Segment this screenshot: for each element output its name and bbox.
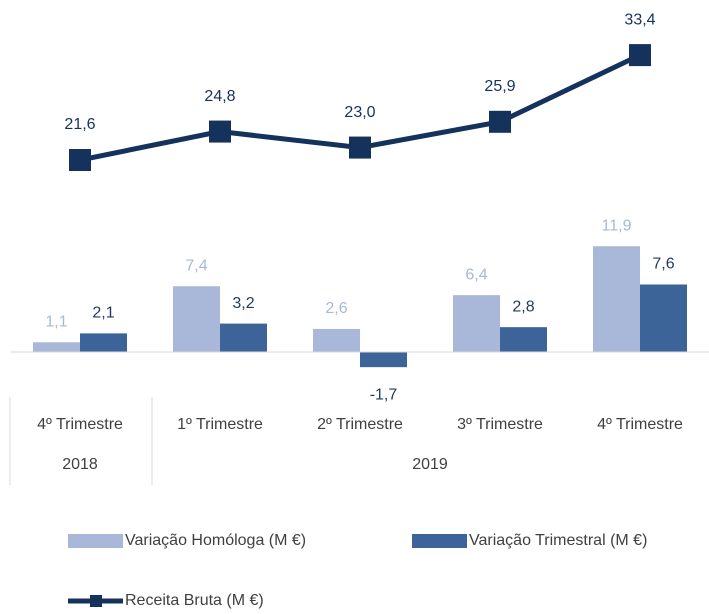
legend-swatch <box>90 595 102 607</box>
data-label: 25,9 <box>484 78 515 95</box>
data-label: 11,9 <box>602 217 632 234</box>
x-tick-label: 4º Trimestre <box>597 416 683 433</box>
bar <box>33 342 80 353</box>
data-label: 2,1 <box>92 305 114 322</box>
line-marker <box>349 136 371 159</box>
bar <box>80 333 127 353</box>
x-tick-label: 2º Trimestre <box>317 416 403 433</box>
legend-label: Receita Bruta (M €) <box>125 592 264 609</box>
bar <box>593 246 640 353</box>
data-label: 21,6 <box>64 116 95 133</box>
bar <box>640 284 687 353</box>
data-label: -1,7 <box>370 386 398 403</box>
data-label: 23,0 <box>344 104 375 121</box>
data-label: 2,8 <box>512 298 534 315</box>
group-label: 2018 <box>62 456 98 473</box>
line-marker <box>69 149 91 172</box>
data-label: 24,8 <box>204 88 235 105</box>
data-label: 3,2 <box>232 295 254 312</box>
data-label: 2,6 <box>325 300 347 317</box>
legend-label: Variação Trimestral (M €) <box>469 532 647 549</box>
bar <box>500 327 547 353</box>
bar <box>313 328 360 353</box>
data-label: 7,4 <box>185 257 207 274</box>
bar <box>220 323 267 353</box>
bar <box>173 286 220 353</box>
data-label: 6,4 <box>465 266 487 283</box>
data-label: 1,1 <box>45 313 67 330</box>
legend-label: Variação Homóloga (M €) <box>125 532 306 549</box>
x-tick-label: 3º Trimestre <box>457 416 543 433</box>
data-label: 33,4 <box>624 11 655 28</box>
data-label: 7,6 <box>652 256 674 273</box>
legend-swatch <box>68 534 123 548</box>
line-marker <box>209 120 231 143</box>
line-marker <box>489 110 511 133</box>
group-label: 2019 <box>412 456 448 473</box>
line-marker <box>629 44 651 67</box>
x-tick-label: 1º Trimestre <box>177 416 263 433</box>
bar <box>453 295 500 353</box>
bar <box>360 352 407 368</box>
legend-swatch <box>412 534 467 548</box>
x-tick-label: 4º Trimestre <box>37 416 123 433</box>
